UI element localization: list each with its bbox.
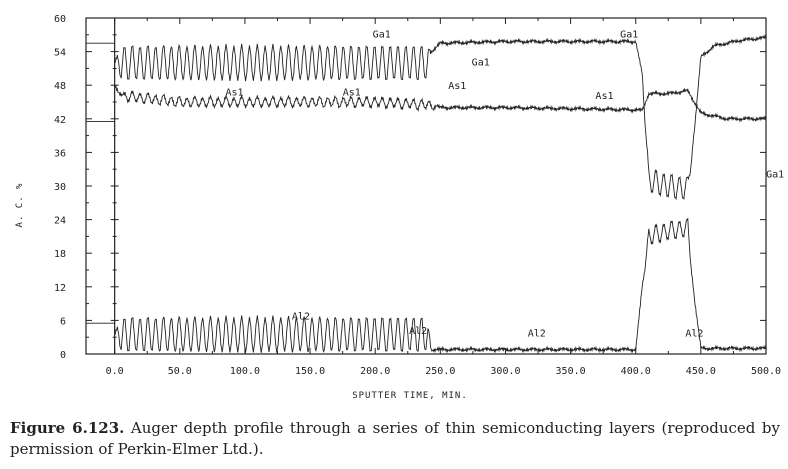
series-annotation: Ga1 (373, 30, 391, 41)
caption-text: Auger depth profile through a series of … (10, 419, 781, 458)
y-tick-label: 42 (54, 115, 66, 126)
y-tick-label: 0 (60, 350, 66, 361)
axes: 0 6 12 18 24 30 36 42 48 54 60 0.0 50.0 100.0 150.0 200… (54, 14, 781, 377)
series-annotation: As1 (448, 81, 466, 92)
series-annotation: Al2 (409, 326, 427, 337)
y-tick-label: 54 (54, 48, 66, 59)
y-tick-label: 60 (54, 14, 66, 25)
figure-caption: Figure 6.123. Auger depth profile throug… (10, 418, 780, 460)
x-tick-label: 150.0 (295, 366, 325, 377)
series-annotation: As1 (595, 91, 613, 102)
y-tick-label: 24 (54, 216, 66, 227)
x-tick-label: 50.0 (168, 366, 192, 377)
y-tick-label: 6 (60, 316, 66, 327)
x-tick-label: 0.0 (106, 366, 124, 377)
x-tick-label: 300.0 (490, 366, 520, 377)
x-axis-label: SPUTTER TIME, MIN. (352, 391, 468, 400)
series-annotation: Al2 (292, 311, 310, 322)
series-annotation: Al2 (528, 329, 546, 340)
x-tick-label: 100.0 (230, 366, 260, 377)
series-layer (86, 34, 767, 354)
x-tick-label: 200.0 (360, 366, 390, 377)
series-line-ga1 (114, 34, 767, 201)
series-annotation: Ga1 (472, 58, 490, 69)
series-annotation: Al2 (685, 329, 703, 340)
x-tick-label: 350.0 (556, 366, 586, 377)
y-tick-label: 12 (54, 283, 66, 294)
x-tick-label: 250.0 (425, 366, 455, 377)
series-line-al2 (114, 217, 767, 354)
labels-layer: Ga1 Ga1 Ga1 As1 As1 As1 As1 Ga1 Al2 Al2 Al2 Al2 (225, 30, 784, 340)
y-axis-label: A. C. % (15, 183, 25, 228)
series-annotation: As1 (225, 87, 243, 98)
caption-label: Figure 6.123. (10, 419, 125, 437)
plot-frame (85, 17, 767, 355)
series-annotation: Ga1 (620, 30, 638, 41)
auger-depth-profile-chart: 0 6 12 18 24 30 36 42 48 54 60 0.0 50.0 100.0 150.0 200… (15, 14, 784, 400)
y-tick-label: 36 (54, 148, 66, 159)
x-tick-label: 500.0 (751, 366, 781, 377)
y-tick-label: 18 (54, 249, 66, 260)
x-tick-label: 400.0 (621, 366, 651, 377)
series-line-as1 (114, 85, 767, 123)
series-annotation: Ga1 (766, 170, 784, 181)
series-annotation: As1 (343, 87, 361, 98)
y-tick-label: 30 (54, 182, 66, 193)
y-tick-label: 48 (54, 81, 66, 92)
x-tick-label: 450.0 (686, 366, 716, 377)
